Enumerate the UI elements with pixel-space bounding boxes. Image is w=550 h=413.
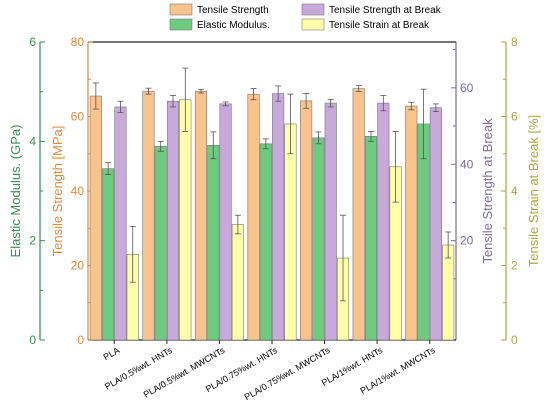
tensile-strength-tick-label: 20 [71,259,85,273]
elastic-modulus-tick-label: 2 [29,234,36,248]
tensile-strain-break-tick-label: 6 [511,110,518,124]
legend-label: Elastic Modulus. [197,20,270,31]
bars-layer [89,67,455,341]
tensile-strength-tick-label: 0 [77,333,84,347]
bar [300,100,313,341]
legend-label: Tensile Strength at Break [329,5,442,16]
bar [377,102,390,341]
tensile-strength-tick-label: 80 [71,35,85,49]
bar [247,93,260,341]
elastic-modulus-tick-label: 0 [29,333,36,347]
category-label: PLA/0.75%wt. MWCNTs [243,345,332,402]
legend-label: Tensile Strain at Break [329,20,430,31]
tensile-strength-break-tick-label: 40 [460,157,474,171]
legend-swatch [301,18,325,31]
tensile-strength-tick-label: 40 [71,184,85,198]
bar [312,137,325,341]
bar [442,244,455,341]
legend-swatch [301,3,325,16]
bar [142,90,155,341]
bar [364,136,378,341]
bar [207,145,220,341]
tensile-strain-break-tick-label: 2 [511,259,518,273]
tensile-strength-tick-label: 60 [71,110,85,124]
bar [114,106,127,341]
tensile-strength-break-tick-label: 60 [460,81,474,95]
elastic-modulus-axis-title: Elastic Modulus. (GPa) [8,125,23,258]
tensile-strain-break-tick-label: 0 [511,333,518,347]
bar [429,107,442,341]
tensile-strength-break-tick-label: 20 [460,234,474,248]
bar [324,102,337,341]
bar [154,146,167,341]
bar [194,90,208,341]
bar [102,168,115,341]
elastic-modulus-tick-label: 4 [29,134,36,148]
bar [166,100,180,341]
tensile-strength-axis-title: Tensile Strength [MPa] [50,126,65,257]
category-label: PLA [102,345,122,362]
bar [89,95,102,341]
bar [219,103,232,341]
bar [405,105,418,341]
legend-swatch [169,3,193,16]
legend: Tensile Strength Elastic Modulus. Tensile … [169,3,442,31]
legend-label: Tensile Strength [197,5,269,16]
bar [284,123,297,341]
bar [179,99,192,341]
tensile-strength-break-axis-title: Tensile Strength at Break [480,118,495,264]
legend-swatch [169,18,193,31]
tensile-strain-break-axis-title: Tensile Strain at Break [%] [526,115,541,267]
bar [272,93,285,341]
bar [231,224,244,341]
tensile-strain-break-tick-label: 4 [511,184,518,198]
bar [259,143,272,341]
bar [352,88,365,341]
elastic-modulus-tick-label: 6 [29,35,36,49]
tensile-strain-break-tick-label: 8 [511,35,518,49]
